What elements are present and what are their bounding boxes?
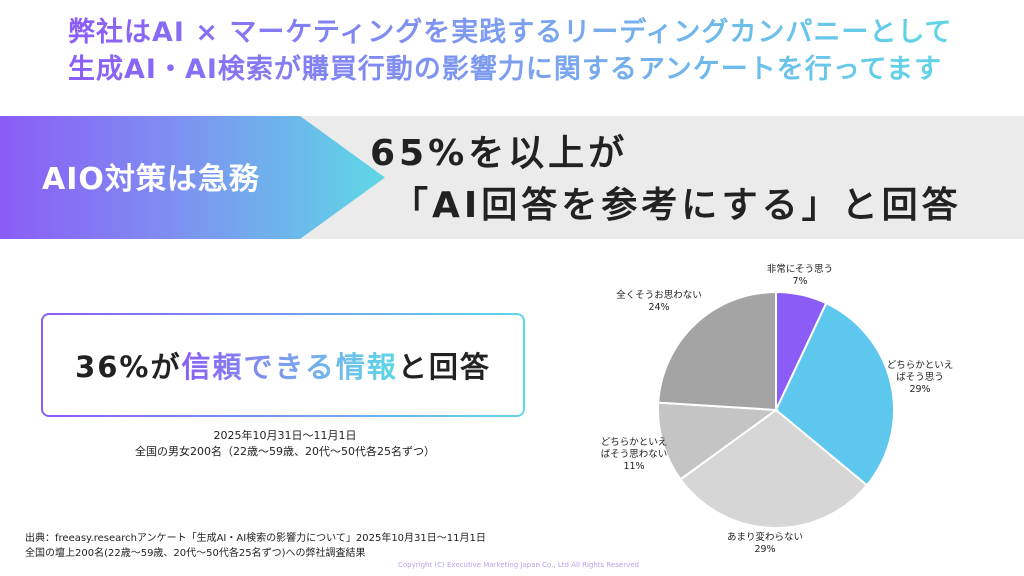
- key-finding-banner: AIO対策は急務 65%を以上が 「AI回答を参考にする」と回答: [0, 116, 1024, 239]
- pie-label-3: あまり変わらない 29%: [727, 531, 803, 555]
- trust-suffix: と回答: [397, 350, 491, 384]
- pie-slice-3: [679, 408, 869, 529]
- headline-line-2: 生成AI・AI検索が購買行動の影響力に関するアンケートを行ってます: [68, 51, 968, 88]
- banner-background: [300, 116, 1024, 239]
- copyright: Copyright (C) Executive Marketing Japan …: [398, 561, 639, 569]
- pie-slice-5: [657, 290, 777, 412]
- survey-period: 2025年10月31日～11月1日: [213, 429, 357, 442]
- trust-highlight-box: 36%が 信頼できる情報 と回答: [41, 313, 525, 417]
- banner-statement-line-2: 「AI回答を参考にする」と回答: [392, 185, 962, 226]
- pie-chart: 非常にそう思う 7% どちらかといえばそう思う 29% あまり変わらない 29% どちらかと…: [601, 263, 954, 555]
- source-note: 出典：freeasy.researchアンケート「生成AI・AI検索の影響力につ…: [25, 531, 486, 561]
- survey-sample: 全国の男女200名（22歳～59歳、20代～50代各25名ずつ）: [135, 445, 435, 458]
- source-line-2: 全国の壇上200名(22歳～59歳、20代～50代各25名ずつ)への弊社調査結果: [25, 548, 366, 559]
- pie-label-1: 非常にそう思う 7%: [767, 263, 833, 287]
- pie-label-2: どちらかといえばそう思う 29%: [887, 360, 954, 395]
- headline-line-1: 弊社はAI × マーケティングを実践するリーディングカンパニーとして: [68, 14, 968, 51]
- pie-slice-2: [774, 301, 895, 487]
- banner-label: AIO対策は急務: [42, 162, 260, 197]
- headline: 弊社はAI × マーケティングを実践するリーディングカンパニーとして 生成AI・…: [68, 14, 968, 88]
- banner-arrow: AIO対策は急務: [0, 116, 385, 239]
- trust-highlight-text: 36%が 信頼できる情報 と回答: [43, 315, 523, 415]
- banner-statement-line-1: 65%を以上が: [370, 133, 629, 174]
- pie-label-5: 全くそうお思わない 24%: [616, 289, 702, 313]
- source-line-1: 出典：freeasy.researchアンケート「生成AI・AI検索の影響力につ…: [25, 533, 486, 544]
- trust-prefix: 36%が: [75, 350, 182, 384]
- pie-slice-4: [657, 401, 779, 481]
- pie-label-4: どちらかといえばそう思わない 11%: [601, 437, 668, 472]
- survey-info: 2025年10月31日～11月1日 全国の男女200名（22歳～59歳、20代～…: [40, 428, 530, 460]
- trust-emphasis: 信頼できる情報: [181, 344, 397, 386]
